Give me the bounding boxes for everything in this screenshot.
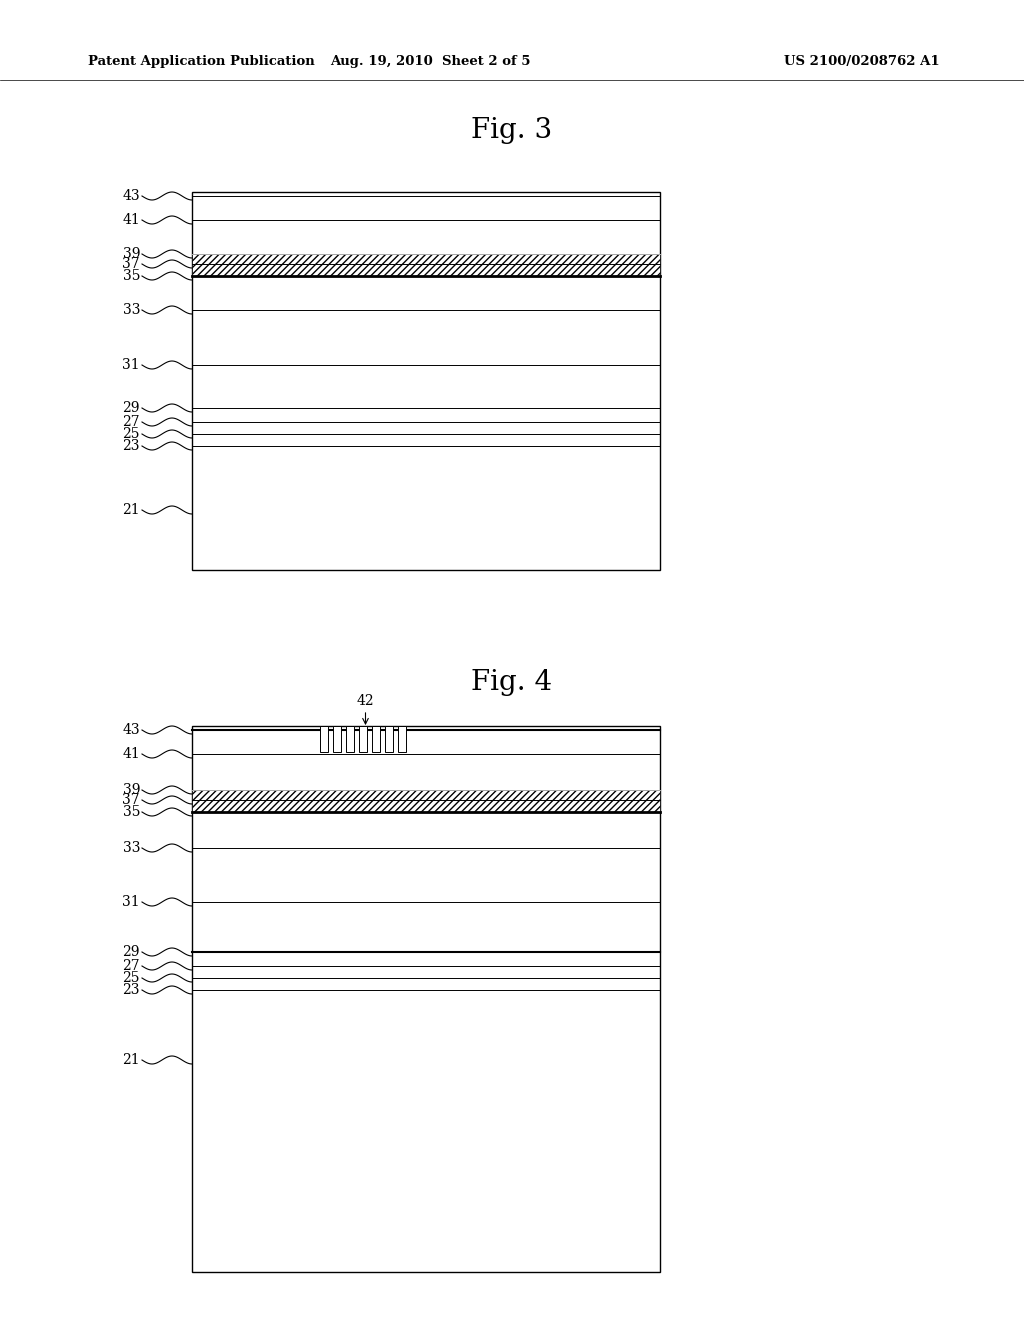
Bar [319, 726, 328, 752]
Text: 31: 31 [123, 895, 140, 909]
Text: 43: 43 [123, 189, 140, 203]
Text: 39: 39 [123, 247, 140, 261]
Bar [346, 726, 354, 752]
Bar [398, 726, 406, 752]
Text: 27: 27 [123, 414, 140, 429]
Text: 39: 39 [123, 783, 140, 797]
Text: 25: 25 [123, 426, 140, 441]
Text: Aug. 19, 2010  Sheet 2 of 5: Aug. 19, 2010 Sheet 2 of 5 [330, 55, 530, 69]
Text: Fig. 3: Fig. 3 [471, 116, 553, 144]
Text: 27: 27 [123, 960, 140, 973]
Text: 35: 35 [123, 805, 140, 818]
Text: Fig. 4: Fig. 4 [471, 668, 553, 696]
Text: 21: 21 [123, 1053, 140, 1067]
Text: 23: 23 [123, 440, 140, 453]
Text: 33: 33 [123, 304, 140, 317]
Bar [372, 726, 380, 752]
Text: 25: 25 [123, 972, 140, 985]
Text: 29: 29 [123, 401, 140, 414]
Text: 37: 37 [123, 793, 140, 807]
Bar [333, 726, 341, 752]
Text: 41: 41 [122, 213, 140, 227]
Bar [193, 726, 660, 1272]
Text: 23: 23 [123, 983, 140, 997]
Text: 35: 35 [123, 269, 140, 282]
Text: US 2100/0208762 A1: US 2100/0208762 A1 [784, 55, 940, 69]
Bar [359, 726, 367, 752]
Text: 37: 37 [123, 257, 140, 271]
Text: 33: 33 [123, 841, 140, 855]
Text: 29: 29 [123, 945, 140, 960]
Bar [193, 191, 660, 570]
Bar [193, 253, 660, 276]
Bar [193, 789, 660, 812]
Text: Patent Application Publication: Patent Application Publication [88, 55, 314, 69]
Bar [385, 726, 393, 752]
Text: 42: 42 [356, 694, 375, 708]
Text: 21: 21 [123, 503, 140, 517]
Text: 41: 41 [122, 747, 140, 762]
Text: 43: 43 [123, 723, 140, 737]
Text: 31: 31 [123, 358, 140, 372]
